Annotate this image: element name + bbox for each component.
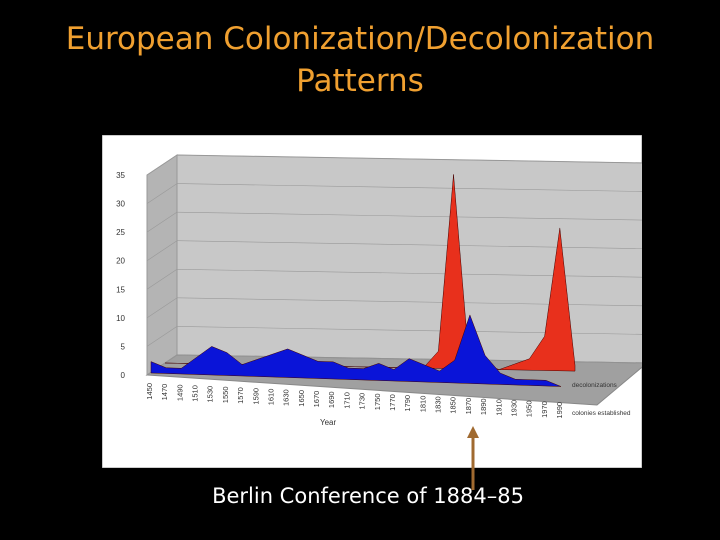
- y-tick-label: 35: [116, 171, 125, 180]
- grid-line: [146, 154, 178, 176]
- x-tick-label: 1710: [342, 392, 351, 409]
- y-tick-label: 0: [121, 371, 126, 380]
- side-wall: [146, 154, 178, 376]
- y-tick-label: 25: [116, 228, 125, 237]
- legend-label: decolonizations: [572, 382, 618, 389]
- grid-line: [176, 268, 642, 278]
- grid-line: [176, 297, 642, 307]
- area-1: [150, 314, 562, 387]
- legend-label: colonies established: [572, 410, 631, 417]
- x-tick-label: 1750: [373, 394, 382, 411]
- x-tick-label: 1450: [145, 383, 154, 400]
- x-axis-title: Year: [320, 418, 337, 427]
- x-tick-label: 1790: [403, 395, 412, 412]
- x-tick-label: 1890: [479, 398, 488, 415]
- x-tick-label: 1590: [251, 388, 260, 405]
- x-tick-label: 1630: [282, 389, 291, 406]
- x-tick-label: 1670: [312, 391, 321, 408]
- grid-line: [176, 211, 642, 221]
- x-tick-label: 1550: [221, 387, 230, 404]
- slide-title: European Colonization/Decolonization Pat…: [65, 21, 655, 99]
- grid-line: [146, 326, 178, 347]
- x-tick-label: 1470: [160, 384, 169, 401]
- x-tick-label: 1850: [449, 397, 458, 414]
- y-tick-label: 10: [116, 314, 125, 323]
- grid-line: [176, 154, 642, 164]
- x-tick-label: 1570: [236, 387, 245, 404]
- y-tick-label: 5: [121, 342, 126, 351]
- x-tick-label: 1730: [358, 393, 367, 410]
- x-tick-label: 1970: [540, 401, 549, 418]
- x-tick-label: 1530: [206, 386, 215, 403]
- x-tick-label: 1690: [327, 391, 336, 408]
- x-tick-label: 1770: [388, 394, 397, 411]
- grid-line: [146, 183, 178, 204]
- x-tick-label: 1950: [525, 401, 534, 418]
- chart: Year 0 5 10 15 20 25 30 35 1450 1470 1490 1510 1530 1…: [102, 135, 642, 468]
- y-tick-label: 30: [116, 200, 125, 209]
- grid-line: [176, 183, 642, 192]
- x-tick-label: 1870: [464, 398, 473, 415]
- grid-line: [176, 240, 642, 249]
- x-tick-label: 1830: [434, 396, 443, 413]
- x-tick-label: 1510: [191, 385, 200, 402]
- annotation: Berlin Conference of 1884–85: [212, 484, 524, 508]
- x-tick-label: 1650: [297, 390, 306, 407]
- y-tick-label: 20: [116, 257, 125, 266]
- x-tick-label: 1910: [494, 399, 503, 416]
- x-tick-label: 1490: [175, 384, 184, 401]
- x-tick-label: 1930: [509, 400, 518, 417]
- back-wall: [176, 154, 642, 364]
- x-tick-label: 1610: [266, 389, 275, 406]
- x-tick-label: 1810: [418, 396, 427, 413]
- grid-line: [146, 211, 178, 233]
- grid-line: [146, 297, 178, 319]
- x-tick-label: 1990: [555, 402, 564, 419]
- grid-line: [146, 240, 178, 261]
- grid-line: [146, 269, 178, 290]
- y-tick-label: 15: [116, 285, 125, 294]
